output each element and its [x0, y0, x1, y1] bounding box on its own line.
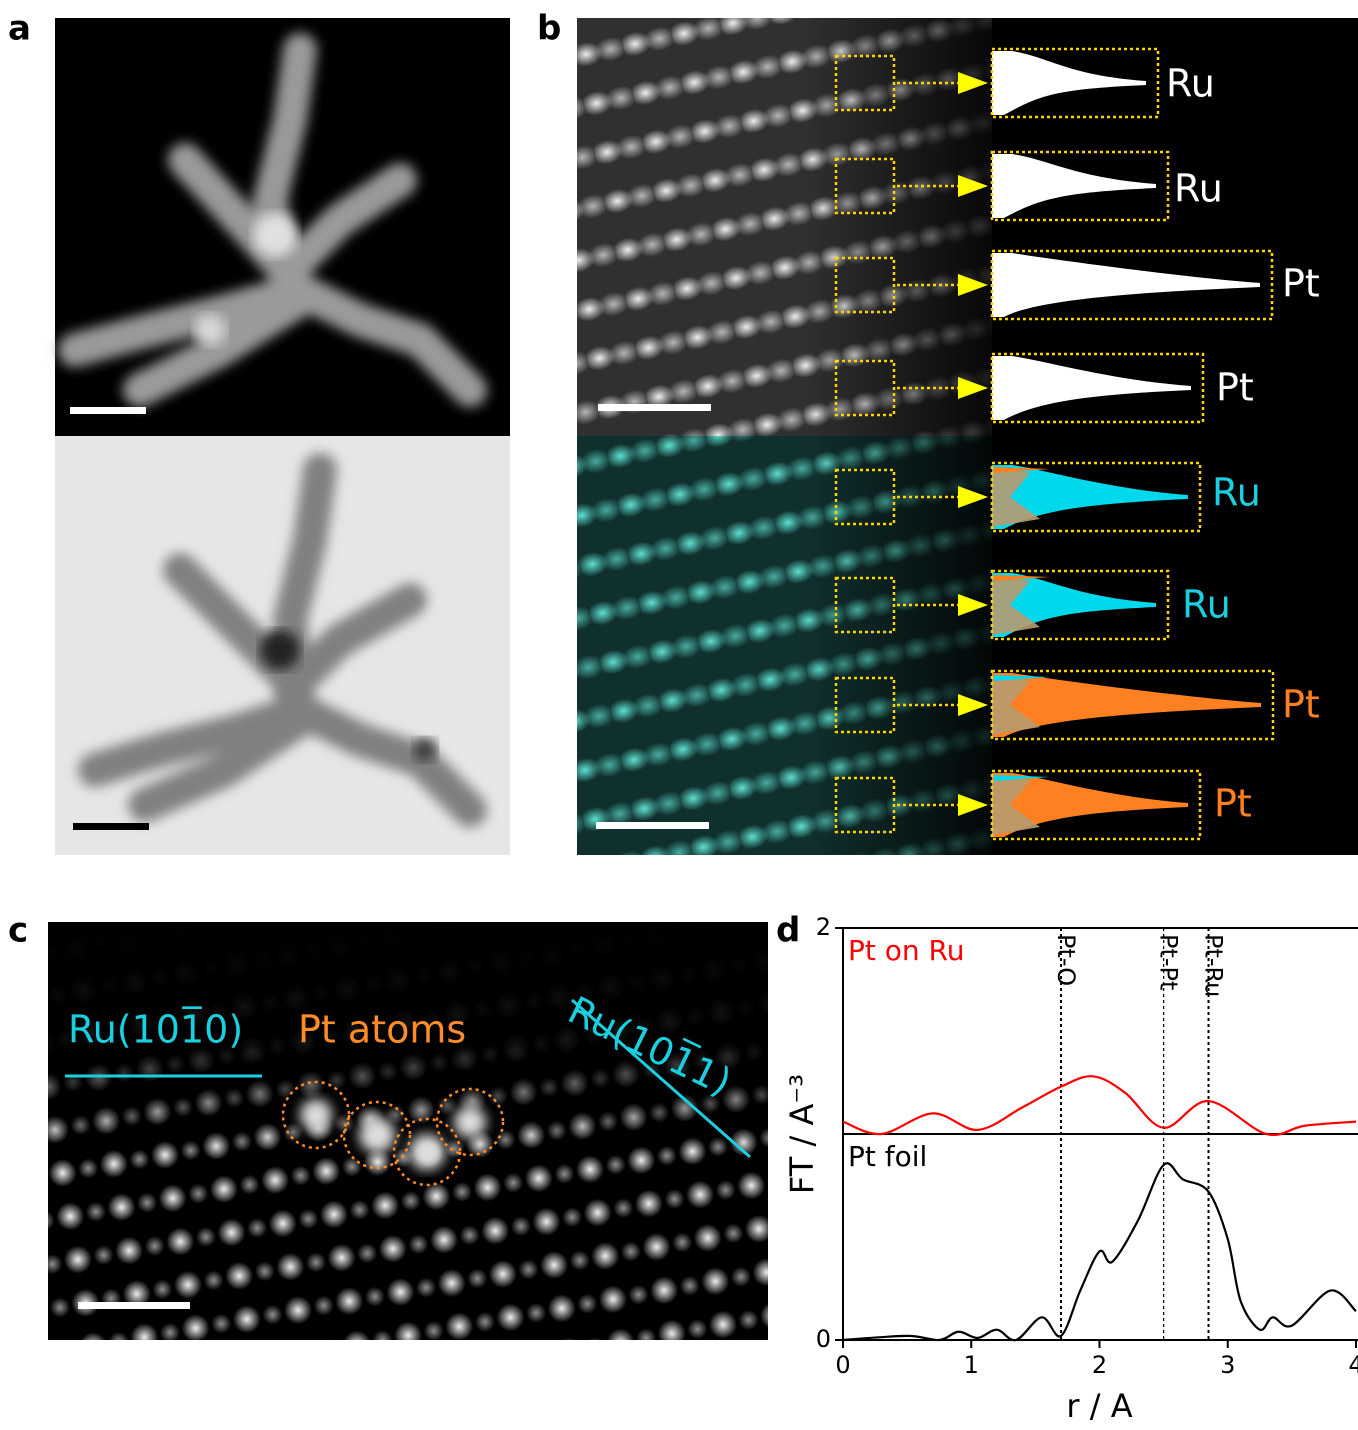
reference-label: Pt-O — [1052, 934, 1080, 986]
series-label: Pt on Ru — [848, 934, 964, 967]
panel-label: a — [8, 9, 31, 49]
panel-label: b — [537, 9, 561, 49]
series-line — [843, 1076, 1356, 1135]
x-tick-label: 1 — [964, 1351, 979, 1379]
element-label: Ru — [1174, 167, 1223, 211]
series-line — [843, 1163, 1356, 1340]
reference-label: Pt-Ru — [1200, 934, 1228, 997]
page: {"panel_labels": ["a", "b", "c", "d"], "… — [0, 0, 1358, 1430]
figure: a b c d — [0, 0, 1358, 1426]
element-label: Ru — [1182, 583, 1231, 627]
chart: 0 1 2 3 4 0 2 r / A FT / A⁻³ Pt-O Pt-Pt Pt-Ru Pt on … — [783, 913, 1358, 1425]
y-axis-label: FT / A⁻³ — [783, 1074, 821, 1194]
element-label: Ru — [1212, 471, 1261, 515]
y-tick-label: 2 — [816, 913, 831, 941]
panel-a-haadf — [55, 18, 510, 436]
y-tick-label: 0 — [816, 1325, 831, 1353]
x-tick-label: 2 — [1092, 1351, 1107, 1379]
reference-label: Pt-Pt — [1155, 934, 1183, 990]
x-tick-label: 0 — [835, 1351, 850, 1379]
element-label: Ru — [1166, 62, 1215, 106]
panel-b-images — [577, 18, 1358, 855]
x-tick-label: 4 — [1348, 1351, 1358, 1379]
panel-c-image — [48, 922, 768, 1340]
panel-label: d — [776, 911, 800, 951]
x-axis-label: r / A — [1066, 1387, 1132, 1425]
x-tick-label: 3 — [1220, 1351, 1235, 1379]
element-label: Pt — [1282, 683, 1320, 727]
panel-a-bf — [55, 436, 510, 855]
series-label: Pt foil — [848, 1140, 927, 1173]
panel-label: c — [8, 911, 28, 951]
element-label: Pt — [1216, 366, 1254, 410]
element-label: Pt — [1214, 782, 1252, 826]
element-label: Pt — [1282, 262, 1320, 306]
atoms-label: Pt atoms — [298, 1008, 466, 1052]
plane-label: Ru(101̅0) — [68, 1007, 243, 1052]
